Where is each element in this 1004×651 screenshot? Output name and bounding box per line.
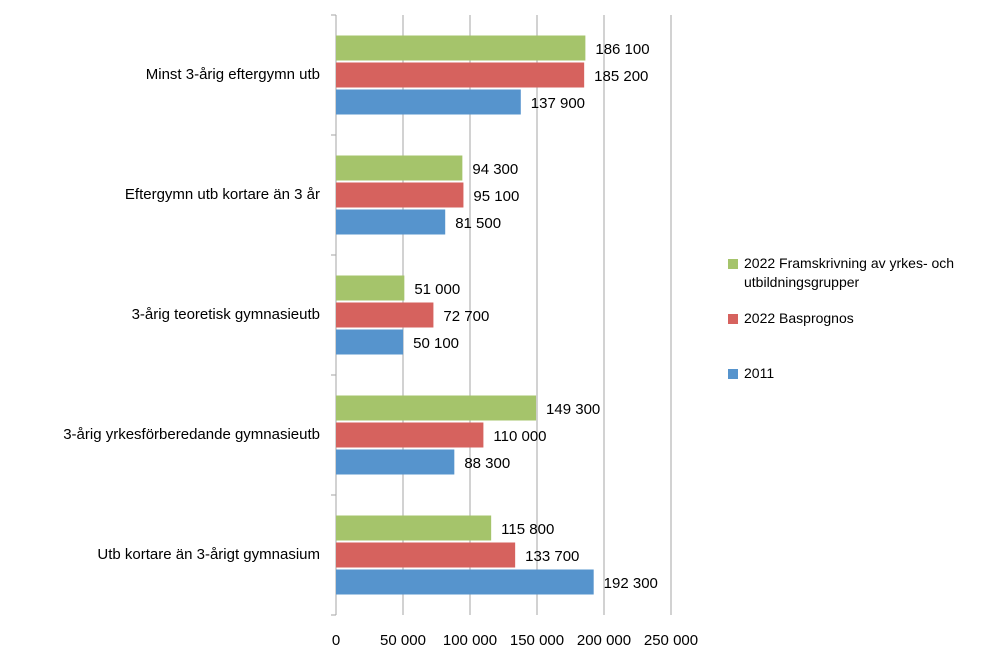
bar	[336, 302, 434, 328]
legend-label: 2022 Framskrivning av yrkes- och utbildn…	[744, 255, 955, 290]
data-label: 50 100	[413, 335, 459, 352]
data-label: 192 300	[604, 575, 658, 592]
bar	[336, 515, 492, 541]
x-tick-label: 200 000	[577, 632, 631, 649]
x-tick-label: 150 000	[510, 632, 564, 649]
legend-item: 2011	[728, 364, 998, 383]
y-tick-label: Minst 3-årig eftergymn utb	[146, 66, 320, 83]
data-label: 133 700	[525, 548, 579, 565]
legend-item: 2022 Framskrivning av yrkes- och utbildn…	[728, 254, 998, 292]
x-tick-label: 250 000	[644, 632, 698, 649]
y-tick-label: Eftergymn utb kortare än 3 år	[125, 186, 320, 203]
data-label: 72 700	[443, 308, 489, 325]
legend-swatch	[728, 314, 738, 324]
bar	[336, 209, 446, 235]
data-label: 185 200	[594, 68, 648, 85]
y-tick-label: 3-årig teoretisk gymnasieutb	[132, 306, 320, 323]
data-label: 51 000	[414, 281, 460, 298]
x-tick-label: 50 000	[380, 632, 426, 649]
data-label: 81 500	[455, 215, 501, 232]
y-tick-label: 3-årig yrkesförberedande gymnasieutb	[63, 426, 320, 443]
bar	[336, 155, 463, 181]
x-tick-label: 0	[332, 632, 340, 649]
bar	[336, 449, 455, 475]
data-label: 95 100	[473, 188, 519, 205]
legend-label: 2022 Basprognos	[744, 310, 854, 326]
bar	[336, 35, 586, 61]
y-tick-label: Utb kortare än 3-årigt gymnasium	[97, 546, 320, 563]
bar	[336, 329, 404, 355]
x-tick-label: 100 000	[443, 632, 497, 649]
data-label: 115 800	[501, 521, 554, 538]
legend-swatch	[728, 369, 738, 379]
bar	[336, 275, 405, 301]
data-label: 186 100	[595, 41, 649, 58]
bar	[336, 395, 537, 421]
bar	[336, 182, 464, 208]
legend-label: 2011	[744, 365, 775, 381]
data-label: 137 900	[531, 95, 585, 112]
bar	[336, 89, 521, 115]
legend-swatch	[728, 259, 738, 269]
bar	[336, 569, 594, 595]
bar	[336, 542, 516, 568]
data-label: 94 300	[472, 161, 518, 178]
data-label: 88 300	[464, 455, 510, 472]
bar	[336, 62, 585, 88]
data-label: 149 300	[546, 401, 600, 418]
data-label: 110 000	[493, 428, 546, 445]
legend-item: 2022 Basprognos	[728, 309, 998, 328]
bar	[336, 422, 484, 448]
